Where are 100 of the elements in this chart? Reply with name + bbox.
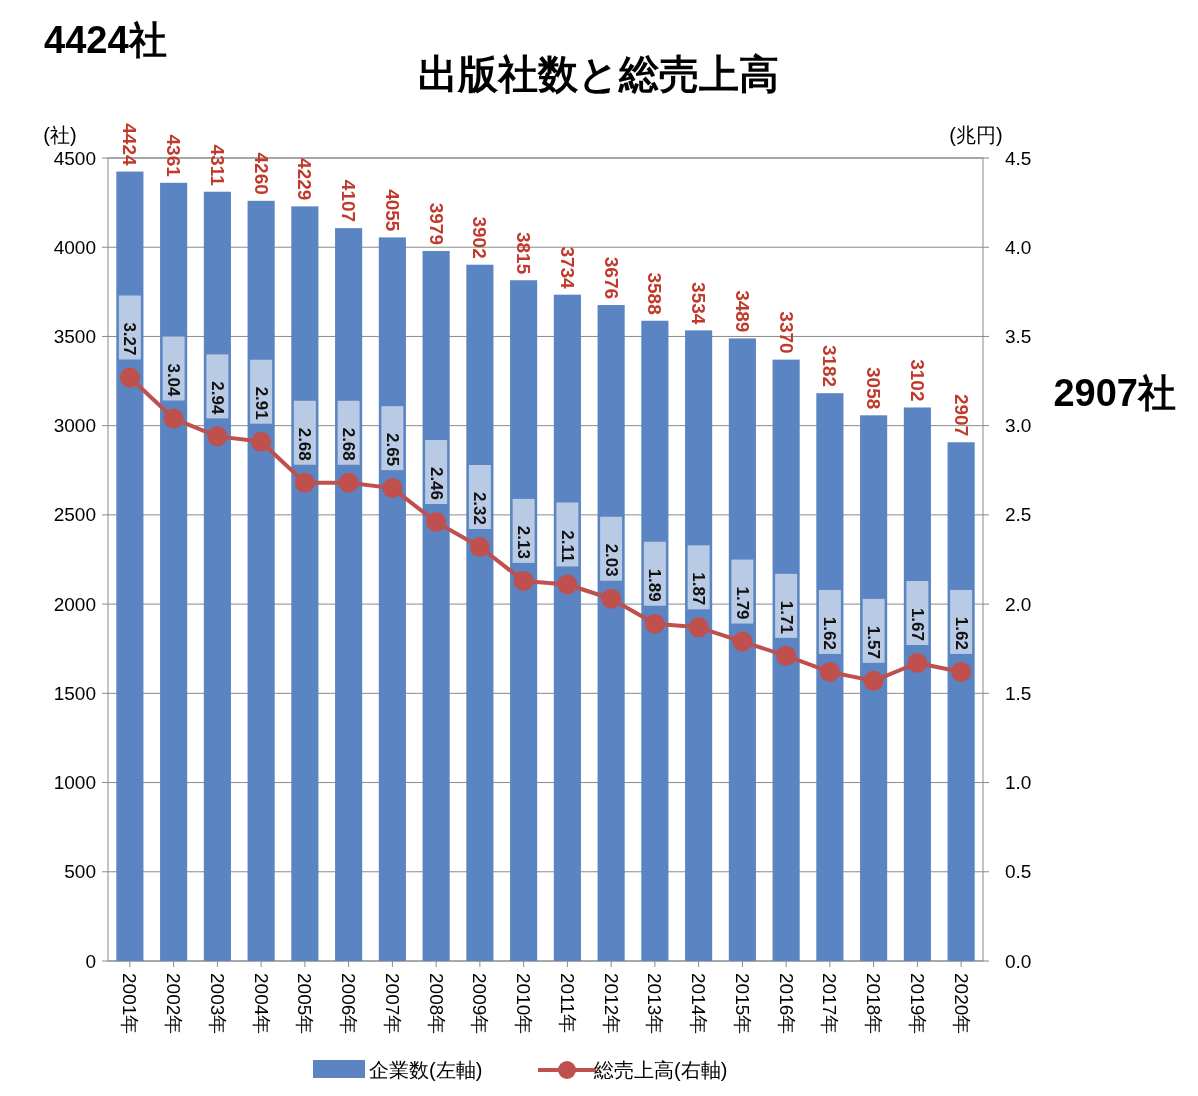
point	[119, 367, 140, 388]
y2-tick-label: 0.0	[1005, 950, 1032, 972]
bar	[597, 305, 625, 961]
x-tick-label: 2008年	[425, 973, 447, 1035]
data-label: 1.67	[907, 607, 927, 641]
data-label: 3370	[775, 311, 797, 354]
point	[732, 631, 753, 652]
data-label: 2.46	[426, 466, 446, 501]
data-label: 4055	[381, 189, 403, 232]
data-label: 3102	[906, 359, 928, 402]
x-tick-label: 2007年	[381, 973, 403, 1035]
point	[601, 588, 622, 609]
point	[382, 478, 403, 499]
x-tick-label: 2014年	[688, 973, 710, 1035]
data-label: 2.94	[207, 381, 227, 415]
data-label: 2.11	[557, 530, 577, 563]
data-label: 3.04	[164, 363, 184, 398]
y-tick-label: 4000	[53, 236, 96, 258]
y2-tick-label: 3.5	[1005, 325, 1032, 347]
bar	[816, 393, 844, 961]
point	[776, 645, 797, 666]
y2-tick-label: 1.5	[1005, 682, 1032, 704]
data-label: 2.03	[601, 543, 621, 577]
x-tick-label: 2015年	[731, 973, 753, 1035]
data-label: 4107	[338, 179, 360, 223]
point	[513, 570, 534, 591]
data-label: 1.79	[732, 586, 752, 620]
y-tick-label: 0	[85, 950, 96, 972]
point	[688, 617, 709, 638]
data-label: 3182	[819, 344, 841, 388]
x-tick-label: 2003年	[206, 973, 228, 1035]
data-label: 2.65	[382, 433, 402, 467]
bar	[116, 171, 144, 961]
x-tick-label: 2019年	[906, 973, 928, 1035]
legend-label: 企業数(左軸)	[369, 1059, 483, 1081]
bar	[510, 280, 538, 961]
y2-tick-label: 4.0	[1005, 236, 1032, 258]
x-tick-label: 2017年	[819, 973, 841, 1035]
x-tick-label: 2006年	[338, 973, 360, 1035]
x-tick-label: 2011年	[556, 973, 578, 1033]
x-tick-label: 2018年	[863, 973, 885, 1035]
data-label: 4361	[163, 134, 185, 178]
data-label: 2907	[950, 393, 972, 437]
data-label: 4260	[250, 152, 272, 195]
data-label: 1.62	[820, 616, 840, 650]
x-tick-label: 2016年	[775, 973, 797, 1035]
point	[251, 431, 272, 452]
data-label: 3676	[600, 256, 622, 300]
point	[338, 472, 359, 493]
y2-tick-label: 2.5	[1005, 504, 1032, 526]
data-label: 1.89	[645, 568, 665, 602]
y-tick-label: 1000	[53, 772, 96, 794]
data-label: 1.71	[776, 600, 796, 634]
bar	[685, 330, 713, 961]
bar	[422, 250, 450, 961]
y2-tick-label: 3.0	[1005, 415, 1032, 437]
point	[644, 613, 665, 634]
x-tick-label: 2010年	[513, 973, 535, 1035]
y-tick-label: 3000	[53, 415, 96, 437]
point	[294, 472, 315, 493]
bar	[728, 338, 756, 961]
chart-title: 出版社数と総売上高	[417, 52, 779, 96]
point	[469, 537, 490, 558]
y-tick-label: 500	[64, 861, 96, 883]
x-tick-label: 2005年	[294, 973, 316, 1035]
data-label: 1.57	[864, 625, 884, 659]
point	[207, 426, 228, 447]
x-tick-label: 2002年	[163, 973, 185, 1035]
y-tick-label: 2500	[53, 504, 96, 526]
y2-tick-label: 2.0	[1005, 593, 1032, 615]
x-tick-label: 2020年	[950, 973, 972, 1035]
y-axis-title: (社)	[43, 124, 77, 146]
y2-tick-label: 4.5	[1005, 147, 1032, 169]
data-label: 3815	[513, 231, 535, 275]
bar	[553, 294, 581, 961]
legend-label: 総売上高(右軸)	[593, 1059, 728, 1081]
data-label: 2.68	[339, 427, 359, 461]
bar	[903, 407, 931, 961]
data-label: 3489	[731, 290, 753, 333]
y-tick-label: 3500	[53, 325, 96, 347]
bar	[466, 264, 494, 961]
bar	[641, 320, 669, 961]
bar	[247, 200, 275, 961]
y-tick-label: 1500	[53, 682, 96, 704]
bar	[335, 228, 363, 961]
point	[557, 574, 578, 595]
x-tick-label: 2001年	[119, 973, 141, 1035]
point	[951, 661, 972, 682]
data-label: 3734	[556, 246, 578, 290]
point	[907, 653, 928, 673]
data-label: 4229	[294, 158, 316, 201]
data-label: 3.27	[120, 322, 140, 356]
y2-axis-title: (兆円)	[949, 124, 1003, 146]
data-label: 1.62	[951, 616, 971, 650]
point	[426, 512, 447, 533]
y-tick-label: 4500	[53, 147, 96, 169]
data-label: 3588	[644, 272, 666, 315]
data-label: 1.87	[689, 572, 709, 606]
text: 2907社	[1053, 372, 1176, 414]
bar	[203, 191, 231, 961]
